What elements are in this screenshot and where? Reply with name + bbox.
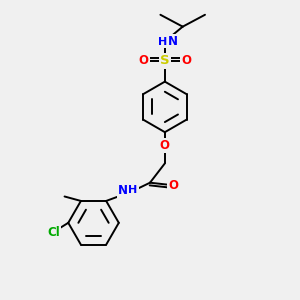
Text: Cl: Cl bbox=[47, 226, 60, 239]
Text: H: H bbox=[158, 37, 167, 46]
Text: O: O bbox=[160, 139, 170, 152]
Text: N: N bbox=[118, 184, 128, 196]
Text: O: O bbox=[168, 178, 178, 192]
Text: O: O bbox=[181, 54, 191, 67]
Text: S: S bbox=[160, 54, 170, 67]
Text: H: H bbox=[128, 185, 138, 195]
Text: O: O bbox=[139, 54, 148, 67]
Text: N: N bbox=[168, 35, 178, 48]
